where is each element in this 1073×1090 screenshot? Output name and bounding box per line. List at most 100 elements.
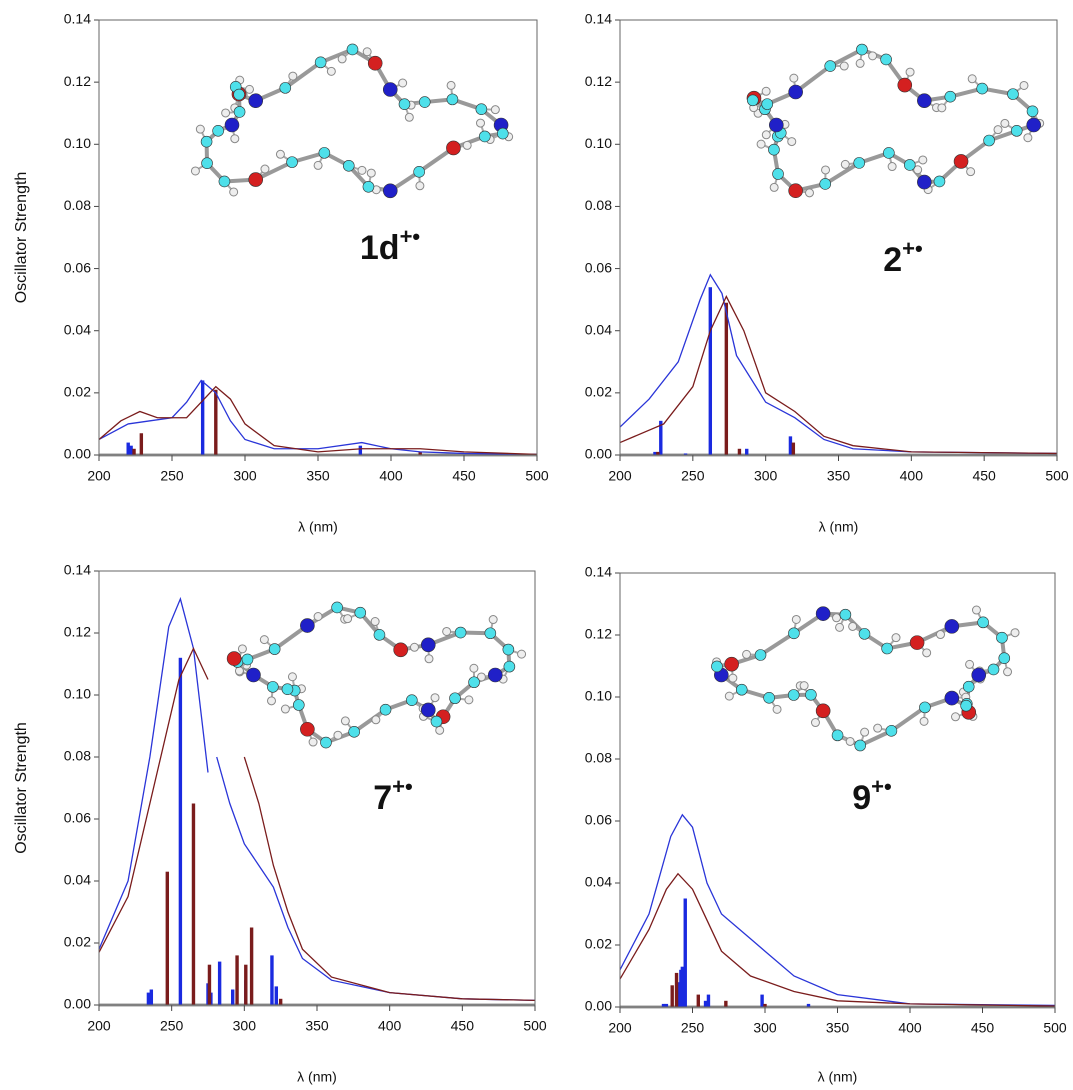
atom [945, 619, 959, 633]
atom [904, 159, 915, 170]
hydrogen [1024, 134, 1032, 142]
stick [279, 999, 282, 1005]
atom [881, 54, 892, 65]
hydrogen [972, 606, 980, 614]
hydrogen [260, 636, 268, 644]
x-tick-label: 250 [160, 468, 184, 484]
hydrogen [762, 87, 770, 95]
atom [406, 695, 417, 706]
atom [898, 78, 912, 92]
plot-frame [620, 20, 1057, 455]
x-tick-label: 200 [87, 1018, 111, 1034]
hydrogen [363, 48, 371, 56]
hydrogen [788, 138, 796, 146]
x-tick-label: 200 [87, 468, 111, 484]
y-tick-label: 0.02 [585, 936, 612, 952]
atom [789, 85, 803, 99]
atom [816, 704, 830, 718]
atom [234, 89, 245, 100]
atom [399, 99, 410, 110]
atom [840, 609, 851, 620]
atom [293, 699, 304, 710]
atom [1007, 89, 1018, 100]
y-tick-label: 0.04 [585, 321, 612, 337]
atom [736, 684, 747, 695]
y-tick-label: 0.10 [585, 688, 612, 704]
atom [859, 628, 870, 639]
atom [805, 689, 816, 700]
hydrogen [805, 189, 813, 197]
atom [768, 144, 779, 155]
x-tick-label: 400 [378, 1018, 402, 1034]
x-tick-label: 450 [972, 468, 996, 484]
atom [320, 737, 331, 748]
hydrogen [341, 717, 349, 725]
plot-frame [99, 571, 535, 1005]
atom [300, 722, 314, 736]
hydrogen [800, 682, 808, 690]
hydrogen [920, 717, 928, 725]
hydrogen [261, 165, 269, 173]
stick [704, 1001, 707, 1007]
atom [762, 99, 773, 110]
y-tick-label: 0.14 [585, 11, 612, 27]
atom [988, 664, 999, 675]
hydrogen [1004, 668, 1012, 676]
atom [856, 44, 867, 55]
spectrum-curve [620, 297, 1057, 454]
hydrogen [729, 674, 737, 682]
hydrogen [938, 104, 946, 112]
y-tick-label: 0.06 [585, 812, 612, 828]
atom [996, 632, 1007, 643]
hydrogen [770, 183, 778, 191]
x-tick-label: 200 [608, 468, 632, 484]
hydrogen [399, 79, 407, 87]
hydrogen [994, 126, 1002, 134]
stick [707, 995, 710, 1007]
x-tick-label: 300 [754, 468, 778, 484]
hydrogen [371, 618, 379, 626]
atom [832, 730, 843, 741]
atom [201, 136, 212, 147]
y-tick-label: 0.14 [64, 11, 91, 27]
y-tick-label: 0.14 [585, 564, 612, 580]
hydrogen [518, 650, 526, 658]
plot-frame [99, 20, 537, 455]
atom [961, 700, 972, 711]
atom [455, 627, 466, 638]
atom [414, 166, 425, 177]
hydrogen [936, 631, 944, 639]
atom [469, 677, 480, 688]
hydrogen [840, 62, 848, 70]
x-tick-label: 300 [233, 1018, 257, 1034]
y-tick-label: 0.12 [64, 624, 91, 640]
atom [355, 607, 366, 618]
atom [249, 94, 263, 108]
atom [1027, 118, 1041, 132]
atom [446, 141, 460, 155]
atom [280, 82, 291, 93]
atom [788, 628, 799, 639]
hydrogen [489, 616, 497, 624]
stick [218, 962, 221, 1005]
x-tick-label: 300 [233, 468, 257, 484]
y-tick-label: 0.00 [585, 446, 612, 462]
hydrogen [367, 169, 375, 177]
hydrogen [906, 68, 914, 76]
stick [166, 872, 169, 1005]
hydrogen [869, 52, 877, 60]
atom [963, 681, 974, 692]
hydrogen [773, 705, 781, 713]
atom [242, 654, 253, 665]
y-tick-label: 0.12 [585, 73, 612, 89]
y-axis-label: Oscillator Strength [13, 722, 30, 854]
atom [431, 716, 442, 727]
x-tick-label: 300 [753, 1020, 777, 1036]
atom [421, 638, 435, 652]
hydrogen [762, 131, 770, 139]
x-tick-label: 500 [523, 1018, 547, 1034]
atom [343, 160, 354, 171]
hydrogen [836, 623, 844, 631]
atom [227, 652, 241, 666]
atom [282, 684, 293, 695]
